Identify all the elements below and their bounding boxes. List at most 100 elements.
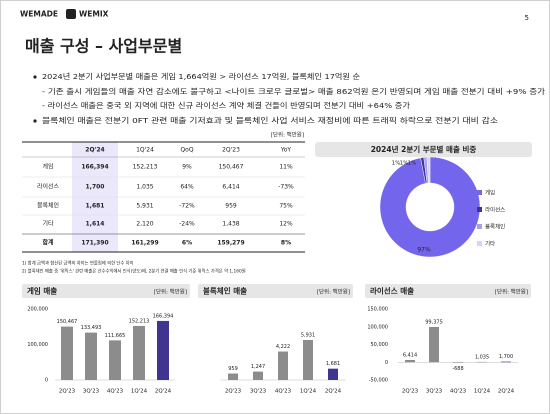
table-cell: -73%	[278, 184, 294, 191]
x-tick-label: 4Q'23	[107, 389, 124, 395]
bar	[278, 351, 288, 380]
pie-label: 1%	[392, 161, 401, 167]
table-cell: 2,120	[136, 221, 153, 228]
chart-title: 2024년 2분기 부문별 매출 비중	[371, 144, 477, 154]
chart-header	[198, 284, 353, 298]
bar	[157, 320, 169, 380]
bar-value-label: 6,414	[403, 352, 417, 358]
table-unit: [단위: 백만원]	[271, 131, 304, 139]
x-tick-label: 3Q'23	[250, 389, 267, 395]
table-header: YoY	[280, 147, 292, 154]
table-cell: 152,213	[133, 164, 158, 171]
bar-value-label: 166,394	[153, 313, 174, 319]
chart-header	[315, 142, 532, 157]
table-header: QoQ	[180, 147, 193, 154]
chart-unit: [단위: 백만원]	[317, 288, 350, 296]
bar-value-label: 1,035	[475, 354, 489, 360]
y-tick-label: 0	[385, 360, 388, 366]
table-cell: 6%	[182, 240, 192, 247]
footnote: 2) 블록체인 매출 중 '위믹스' 관련 매출은 선수수익에서 인식(양도)에…	[22, 268, 246, 275]
legend-label: 기타	[485, 240, 495, 248]
footnote: 1) 합계 금액과 합산된 금액의 차이는 반올림에 의한 단수 차이	[22, 260, 134, 267]
table-header: 1Q'24	[136, 147, 154, 154]
table-cell: 1,681	[86, 203, 105, 210]
slide-title: 매출 구성 – 사업부문별	[25, 37, 182, 56]
logo-icon	[66, 9, 76, 19]
bar-value-label: 111,665	[105, 333, 126, 339]
bullet-text: 블록체인 매출은 전분기 0FT 관련 매출 기저효과 및 블록체인 사업 서비…	[42, 116, 498, 125]
bar	[228, 373, 238, 380]
bullet-dot	[33, 75, 37, 79]
table-cell: 161,299	[131, 240, 158, 247]
x-tick-label: 4Q'23	[275, 389, 292, 395]
bar	[109, 340, 121, 380]
chart-title: 블록체인 매출	[203, 286, 247, 296]
table-cell: 11%	[279, 164, 293, 171]
x-tick-label: 2Q'23	[59, 389, 76, 395]
table-cell: 150,467	[219, 164, 244, 171]
table-cell: 게임	[42, 163, 53, 171]
bar-value-label: 99,375	[425, 319, 443, 325]
bar	[303, 340, 313, 380]
bullet-dot	[33, 119, 37, 123]
table-cell: 64%	[180, 184, 194, 191]
bar-value-label: 4,222	[276, 344, 290, 350]
legend-swatch	[477, 224, 482, 229]
x-tick-label: 1Q'24	[300, 389, 317, 395]
table-cell: 블록체인	[37, 202, 59, 210]
bar	[477, 361, 487, 363]
table-cell: 1,035	[136, 184, 153, 191]
bar-value-label: 1,681	[326, 361, 340, 367]
table-header: 2Q'23	[222, 147, 240, 154]
legend-label: 블록체인	[485, 223, 505, 231]
table-cell: 1,614	[86, 221, 105, 228]
bar	[61, 326, 73, 380]
pie-label: 97%	[417, 246, 431, 253]
table-cell: 12%	[279, 221, 293, 228]
x-tick-label: 3Q'23	[83, 389, 100, 395]
bar	[501, 361, 511, 363]
y-tick-label: 200,000	[27, 307, 48, 313]
chart-title: 라이선스 매출	[370, 286, 414, 296]
legend-swatch	[477, 207, 482, 212]
chart-header	[365, 284, 531, 298]
bullet-text: - 라이선스 매출은 중국 외 지역에 대한 신규 라이선스 계약 체결 건들이…	[42, 101, 410, 110]
y-tick-label: 100,000	[367, 324, 388, 330]
y-tick-label: 50,000	[371, 342, 389, 348]
table-cell: 5,931	[136, 203, 153, 210]
bar	[328, 368, 338, 380]
bar-value-label: 133,493	[81, 325, 102, 331]
table-cell: 6,414	[222, 184, 239, 191]
x-tick-label: 2Q'24	[498, 389, 515, 395]
chart-title: 게임 매출	[27, 286, 57, 296]
table-cell: 959	[225, 203, 237, 210]
table-cell: 166,394	[81, 164, 108, 171]
x-tick-label: 2Q'24	[155, 389, 172, 395]
bar-value-label: -688	[452, 366, 463, 372]
bar	[85, 332, 97, 380]
bar	[405, 359, 415, 363]
x-tick-label: 1Q'24	[474, 389, 491, 395]
legend-swatch	[477, 241, 482, 246]
bar-value-label: 959	[228, 366, 238, 372]
table-cell: 1,700	[86, 184, 105, 191]
legend-swatch	[477, 190, 482, 195]
x-tick-label: 3Q'23	[426, 389, 443, 395]
table-cell: 기타	[42, 220, 54, 228]
pie-slice	[426, 156, 431, 184]
bar-value-label: 1,247	[251, 364, 265, 370]
chart-unit: [단위: 백만원]	[495, 288, 528, 296]
y-tick-label: -50,000	[369, 378, 388, 384]
table-cell: 9%	[182, 164, 192, 171]
bar	[133, 325, 145, 380]
table-cell: 171,390	[81, 240, 108, 247]
table-cell: 8%	[281, 240, 291, 247]
table-header: 2Q'24	[85, 147, 104, 154]
pie-label: 1%	[400, 161, 409, 167]
bar	[253, 371, 263, 380]
table-cell: 75%	[279, 203, 293, 210]
table-cell: 1,438	[222, 221, 239, 228]
bar-value-label: 1,700	[499, 354, 513, 360]
chart-header	[22, 284, 190, 298]
